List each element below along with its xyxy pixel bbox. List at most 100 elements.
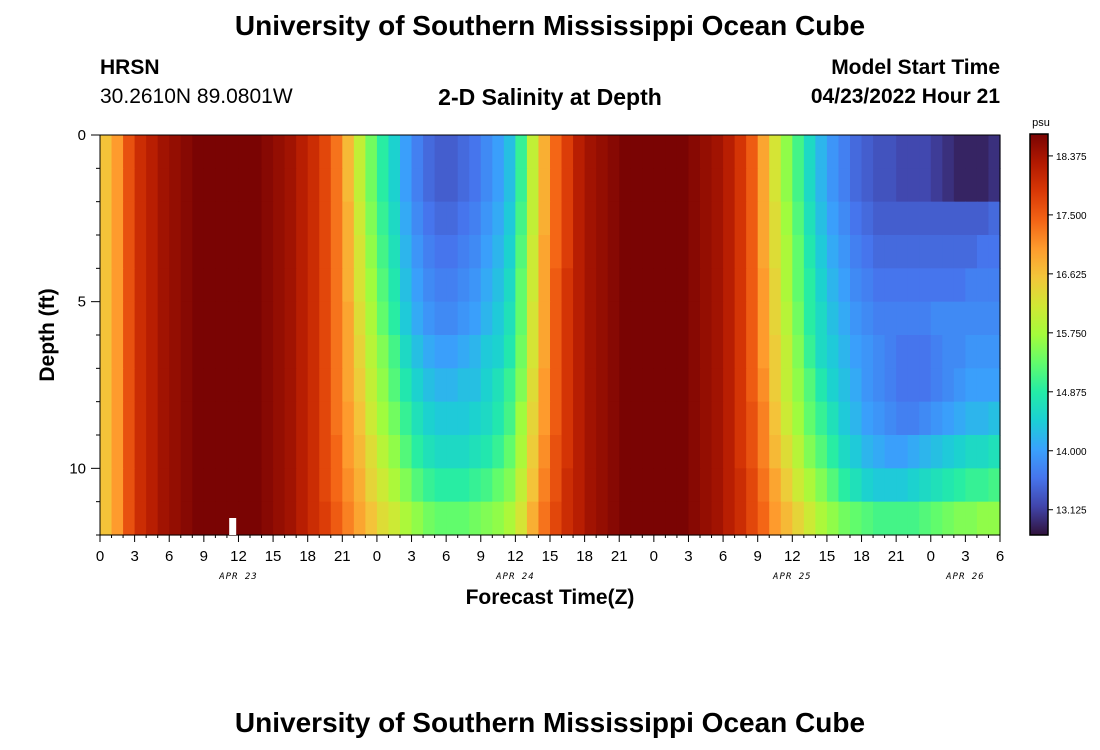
heatmap-cell — [688, 135, 701, 169]
heatmap-cell — [215, 435, 228, 469]
heatmap-cell — [146, 401, 159, 436]
heatmap-cell — [988, 168, 1001, 203]
heatmap-cell — [538, 135, 551, 169]
heatmap-cell — [700, 368, 713, 403]
heatmap-cell — [538, 335, 551, 369]
heatmap-cell — [538, 268, 551, 303]
heatmap-cell — [965, 268, 978, 303]
heatmap-cell — [284, 135, 297, 169]
heatmap-cell — [607, 335, 620, 369]
heatmap-cell — [400, 501, 413, 536]
heatmap-cell — [769, 301, 782, 336]
heatmap-cell — [688, 468, 701, 503]
heatmap-cell — [123, 501, 136, 536]
heatmap-cell — [896, 468, 909, 503]
heatmap-cell — [180, 301, 193, 336]
heatmap-cell — [376, 501, 390, 536]
heatmap-cell — [203, 401, 216, 436]
heatmap-cell — [365, 368, 378, 403]
heatmap-cell — [423, 268, 436, 303]
heatmap-cell — [457, 468, 470, 503]
heatmap-cell — [434, 235, 447, 269]
heatmap-cell — [930, 468, 943, 503]
heatmap-cell — [803, 435, 816, 469]
heatmap-cell — [250, 468, 263, 503]
heatmap-cell — [976, 201, 990, 236]
heatmap-cell — [653, 235, 666, 269]
heatmap-cell — [226, 235, 240, 269]
heatmap-cell — [457, 301, 470, 336]
heatmap-cell — [803, 368, 816, 403]
heatmap-cell — [319, 268, 332, 303]
heatmap-cell — [365, 301, 378, 336]
heatmap-cell — [480, 468, 493, 503]
heatmap-cell — [630, 435, 643, 469]
heatmap-cell — [273, 201, 286, 236]
heatmap-cell — [192, 401, 205, 436]
heatmap-cell — [884, 168, 897, 203]
heatmap-cell — [896, 201, 909, 236]
heatmap-cell — [100, 268, 113, 303]
heatmap-cell — [146, 168, 159, 203]
heatmap-cell — [873, 335, 886, 369]
heatmap-cell — [792, 268, 805, 303]
colorbar-tick-label: 14.875 — [1056, 388, 1087, 399]
colorbar-unit: psu — [1032, 117, 1050, 129]
heatmap-cell — [919, 201, 932, 236]
heatmap-cell — [630, 135, 643, 169]
heatmap-cell — [746, 401, 759, 436]
heatmap-cell — [538, 201, 551, 236]
heatmap-cell — [250, 168, 263, 203]
heatmap-cell — [953, 401, 966, 436]
heatmap-cell — [665, 301, 678, 336]
heatmap-cell — [526, 335, 540, 369]
heatmap-cell — [965, 368, 978, 403]
y-axis-title: Depth (ft) — [36, 288, 59, 381]
heatmap-cell — [296, 268, 309, 303]
heatmap-cell — [157, 301, 170, 336]
x-tick-label: 12 — [230, 548, 247, 565]
heatmap-cell — [480, 335, 493, 369]
heatmap-cell — [250, 335, 263, 369]
heatmap-cell — [353, 268, 366, 303]
heatmap-cell — [596, 468, 609, 503]
heatmap-cell — [815, 235, 828, 269]
heatmap-cell — [146, 335, 159, 369]
heatmap-cell — [169, 301, 182, 336]
heatmap-cell — [584, 168, 597, 203]
heatmap-cell — [307, 168, 320, 203]
heatmap-cell — [792, 401, 805, 436]
heatmap-cell — [607, 268, 620, 303]
heatmap-cell — [434, 168, 447, 203]
heatmap-cell — [734, 235, 747, 269]
heatmap-cell — [884, 501, 897, 536]
heatmap-cell — [573, 168, 586, 203]
heatmap-cell — [376, 201, 390, 236]
heatmap-cell — [803, 468, 816, 503]
heatmap-cell — [953, 201, 966, 236]
heatmap-cell — [550, 268, 563, 303]
heatmap-cell — [596, 268, 609, 303]
heatmap-cell — [642, 435, 655, 469]
heatmap-cell — [192, 268, 205, 303]
heatmap-cell — [434, 335, 447, 369]
heatmap-cell — [769, 468, 782, 503]
heatmap-cell — [734, 501, 747, 536]
heatmap-cell — [630, 201, 643, 236]
heatmap-cell — [711, 501, 724, 536]
heatmap-cell — [596, 201, 609, 236]
heatmap-cell — [100, 435, 113, 469]
heatmap-cell — [111, 235, 124, 269]
x-tick-label: 18 — [853, 548, 870, 565]
heatmap-cell — [526, 135, 540, 169]
heatmap-cell — [688, 168, 701, 203]
heatmap-cell — [434, 268, 447, 303]
heatmap-cell — [319, 501, 332, 536]
heatmap-cell — [965, 168, 978, 203]
heatmap-cell — [123, 401, 136, 436]
heatmap-cell — [930, 201, 943, 236]
heatmap-cell — [907, 501, 920, 536]
heatmap-cell — [803, 268, 816, 303]
heatmap-cell — [642, 468, 655, 503]
heatmap-cell — [780, 168, 793, 203]
